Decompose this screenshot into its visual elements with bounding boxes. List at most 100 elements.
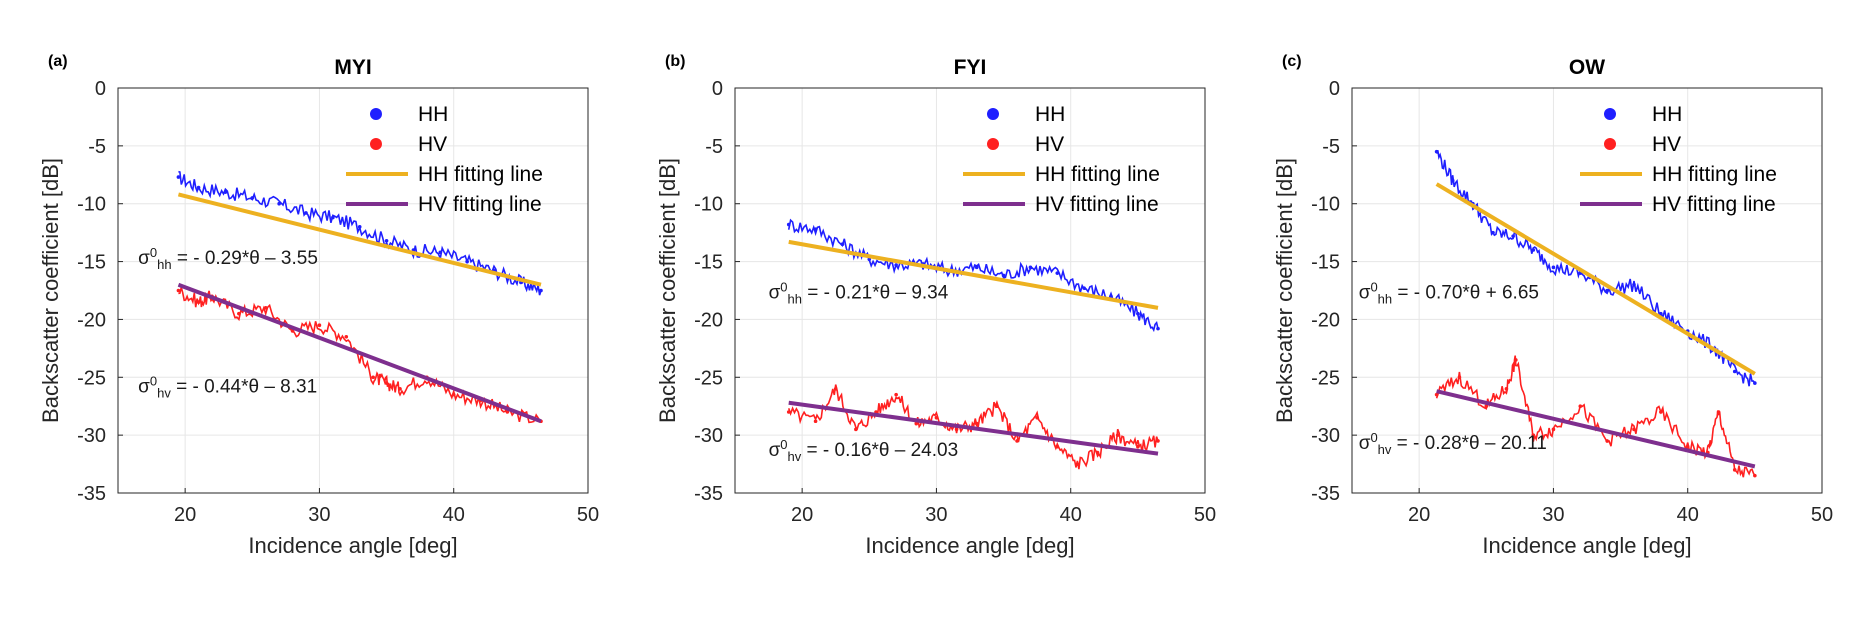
data-point	[786, 410, 791, 414]
legend-marker	[987, 108, 999, 120]
chart-panel-1: 20 30 40 50 0 -5 -10 -15 -20 -25 -30 -35 Incidence a…	[655, 53, 1216, 558]
x-tick-label: 30	[925, 504, 947, 526]
x-tick-label: 50	[577, 504, 599, 526]
y-tick-label: 0	[712, 78, 723, 100]
y-tick-label: -10	[694, 194, 723, 216]
y-tick-label: -35	[1311, 483, 1340, 505]
legend-label: HH fitting line	[1035, 163, 1160, 186]
data-point	[196, 300, 201, 304]
data-point	[1082, 286, 1086, 290]
y-axis-label: Backscatter coefficient [dB]	[1272, 158, 1297, 423]
data-point	[1457, 375, 1462, 380]
equation-annotation: σ0hh = - 0.21*θ – 9.34	[769, 280, 949, 307]
legend-marker	[987, 138, 999, 150]
y-tick-label: -20	[77, 309, 106, 331]
data-point	[250, 196, 255, 200]
x-tick-label: 40	[443, 504, 465, 526]
chart-panel-0: 20 30 40 50 0 -5 -10 -15 -20 -25 -30 -35 Incidence a…	[38, 53, 599, 558]
chart-title: OW	[1569, 56, 1605, 79]
y-tick-label: -30	[1311, 425, 1340, 447]
data-point	[223, 190, 228, 194]
data-point	[1075, 462, 1080, 466]
data-point	[1434, 392, 1439, 397]
legend: HH HV HH fitting line HV fitting line	[346, 103, 543, 216]
equation-annotation: σ0hh = - 0.70*θ + 6.65	[1359, 280, 1539, 307]
equation-annotation: σ0hv = - 0.16*θ – 24.03	[769, 437, 959, 464]
fit-line-hv-fitting-line	[1436, 389, 1756, 469]
data-point	[894, 392, 898, 397]
y-tick-label: 0	[95, 78, 106, 100]
data-point	[833, 387, 838, 391]
x-tick-label: 20	[1408, 504, 1430, 526]
data-point	[1753, 381, 1757, 385]
data-point	[1156, 439, 1160, 443]
y-tick-label: -25	[694, 367, 723, 389]
data-point	[465, 259, 469, 264]
data-point	[1450, 178, 1455, 183]
x-tick-label: 30	[308, 504, 330, 526]
y-tick-label: -5	[705, 136, 723, 158]
data-point	[357, 225, 362, 229]
data-point	[1659, 410, 1663, 414]
fit-line-hh-fitting-line	[788, 239, 1159, 310]
data-point	[1028, 265, 1033, 270]
chart-panel-2: 20 30 40 50 0 -5 -10 -15 -20 -25 -30 -35 Incidence a…	[1272, 53, 1833, 558]
data-point	[1605, 439, 1609, 443]
data-point	[1511, 234, 1515, 238]
data-point	[237, 311, 241, 316]
y-tick-label: -15	[1311, 252, 1340, 274]
legend-marker	[370, 138, 382, 150]
data-point	[1504, 387, 1509, 391]
legend-label: HH fitting line	[418, 163, 543, 186]
chart-title: FYI	[954, 56, 987, 79]
legend-label: HH	[1652, 103, 1682, 126]
data-point	[1551, 427, 1556, 432]
y-tick-label: -20	[1311, 309, 1340, 331]
data-point	[331, 215, 335, 220]
x-axis-label: Incidence angle [deg]	[865, 533, 1074, 558]
x-tick-label: 20	[791, 504, 813, 526]
fit-line-hh-fitting-line	[177, 192, 542, 287]
data-point	[398, 387, 402, 391]
data-point	[1156, 326, 1160, 331]
y-tick-label: 0	[1329, 78, 1340, 100]
data-point	[1055, 271, 1060, 275]
panel-label: (c)	[1282, 53, 1302, 70]
y-tick-label: -25	[77, 367, 106, 389]
data-point	[934, 415, 939, 420]
series-hv	[786, 384, 1160, 470]
data-point	[451, 392, 456, 397]
data-point	[1605, 288, 1609, 293]
legend-label: HV fitting line	[1652, 193, 1776, 216]
series-trace	[1435, 355, 1756, 478]
data-point	[1055, 444, 1060, 449]
series-hh	[176, 170, 543, 296]
data-point	[1491, 230, 1495, 235]
data-point	[196, 185, 201, 190]
data-point	[344, 334, 349, 339]
y-tick-label: -10	[1311, 194, 1340, 216]
data-point	[1095, 450, 1100, 455]
data-point	[1531, 248, 1536, 252]
data-point	[1136, 311, 1140, 316]
legend: HH HV HH fitting line HV fitting line	[1580, 103, 1777, 216]
data-point	[840, 242, 845, 247]
data-point	[894, 263, 898, 267]
data-point	[914, 421, 919, 426]
y-tick-label: -5	[1322, 136, 1340, 158]
x-axis-label: Incidence angle [deg]	[1482, 533, 1691, 558]
data-point	[1434, 149, 1439, 154]
x-tick-label: 40	[1060, 504, 1082, 526]
y-tick-label: -25	[1311, 367, 1340, 389]
y-tick-label: -20	[694, 309, 723, 331]
x-tick-label: 40	[1677, 504, 1699, 526]
legend-label: HV fitting line	[1035, 193, 1159, 216]
legend-marker	[370, 108, 382, 120]
data-point	[786, 222, 791, 227]
data-point	[384, 381, 389, 385]
data-point	[1578, 404, 1583, 409]
fit-line-hv-fitting-line	[177, 282, 542, 424]
axes-box	[734, 87, 1206, 494]
y-tick-label: -30	[694, 425, 723, 447]
x-tick-label: 30	[1542, 504, 1564, 526]
